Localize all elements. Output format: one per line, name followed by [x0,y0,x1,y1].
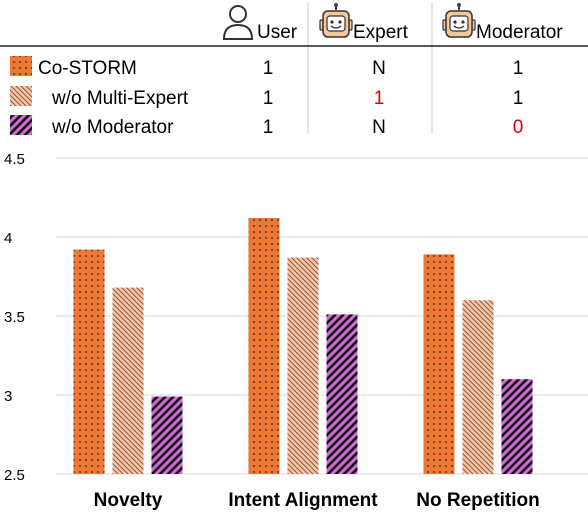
legend-row-co-storm: Co-STORM 1 N 1 [10,56,523,79]
column-moderator: Moderator [442,3,563,43]
legend-label-wo-multi-expert: w/o Multi-Expert [51,88,189,109]
bar-novelty-series-1 [112,287,144,474]
y-tick-label: 3 [4,388,12,405]
x-category-label: No Repetition [416,490,540,511]
cell-co-storm-moderator: 1 [513,58,524,79]
column-user: User [222,5,298,43]
legend-swatch-wo-moderator [10,115,32,135]
cell-wo-multi-expert-expert: 1 [374,88,385,109]
cell-wo-moderator-user: 1 [263,117,274,138]
y-tick-label: 2.5 [4,467,25,484]
bar-no-repetition-series-1 [462,300,494,474]
legend-label-wo-moderator: w/o Moderator [51,117,174,138]
column-expert: Expert [319,3,409,43]
bar-novelty-series-2 [151,396,183,474]
robot-icon [442,3,476,38]
cell-co-storm-user: 1 [263,58,274,79]
bar-novelty-series-0 [73,249,105,474]
x-category-label: Novelty [94,490,163,511]
bar-no-repetition-series-0 [423,254,455,474]
user-icon [222,5,254,40]
legend-label-co-storm: Co-STORM [38,58,137,79]
cell-wo-moderator-moderator: 0 [513,117,524,138]
legend-row-wo-moderator: w/o Moderator 1 N 0 [10,115,523,138]
legend-swatch-co-storm [10,56,32,76]
legend-row-wo-multi-expert: w/o Multi-Expert 1 1 1 [10,86,523,109]
cell-co-storm-expert: N [372,58,386,79]
bar-intent-alignment-series-1 [287,257,319,474]
cell-wo-multi-expert-user: 1 [263,88,274,109]
column-label-user: User [257,22,298,43]
y-tick-label: 4 [4,230,12,247]
legend-swatch-wo-multi-expert [10,86,32,106]
bar-no-repetition-series-2 [501,379,533,474]
bar-intent-alignment-series-0 [248,218,280,474]
x-category-label: Intent Alignment [228,490,378,511]
column-label-moderator: Moderator [476,22,563,43]
robot-icon [319,3,353,38]
bar-intent-alignment-series-2 [326,314,358,474]
legend-table: User Expert Modera [0,2,588,138]
column-label-expert: Expert [353,22,409,43]
cell-wo-moderator-expert: N [372,117,386,138]
bar-chart: 2.5 3 3.5 4 4.5 Novelty Intent Alignment No Rep… [4,151,588,511]
y-tick-label: 3.5 [4,309,25,326]
cell-wo-multi-expert-moderator: 1 [513,88,524,109]
y-tick-label: 4.5 [4,151,25,168]
